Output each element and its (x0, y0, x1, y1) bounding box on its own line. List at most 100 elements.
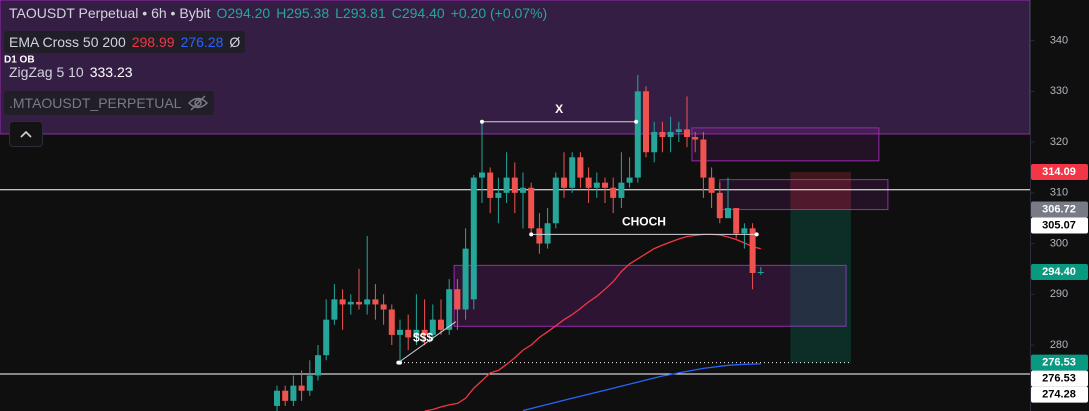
annotation-label: CHOCH (622, 215, 666, 229)
y-tick-label: 290 (1050, 288, 1068, 300)
annotation-point (396, 360, 401, 365)
candle-body (446, 289, 453, 330)
candle-body (511, 177, 518, 193)
y-tick-label: 310 (1050, 187, 1068, 199)
annotation-point (754, 232, 759, 237)
price-label: 306.72 (1042, 203, 1076, 215)
annotation-label: X (555, 102, 563, 116)
annotation-point (529, 232, 534, 237)
candle-body (675, 129, 682, 132)
annotation-line (398, 321, 457, 364)
candle-body (479, 172, 485, 178)
candle-body (470, 177, 477, 300)
price-label-bg (1031, 217, 1088, 234)
candle-body (552, 177, 559, 224)
candle-body (397, 329, 403, 335)
y-tick-label: 330 (1050, 85, 1068, 97)
candle-body (413, 329, 420, 338)
indicator-extra: Ø (229, 34, 241, 50)
candle-body (298, 385, 305, 391)
y-tick-label: 340 (1050, 34, 1068, 46)
zone (790, 172, 851, 210)
candle-body (757, 271, 764, 273)
price-label: 276.53 (1042, 373, 1076, 385)
indicator-legend[interactable]: .MTAOUSDT_PERPETUAL (4, 91, 215, 115)
candle-body (380, 304, 387, 310)
candle-body (315, 355, 321, 376)
candle-body (626, 177, 633, 183)
candle-body (405, 329, 412, 338)
price-label: 274.28 (1042, 389, 1076, 401)
candle-body (421, 329, 428, 335)
candle-body (610, 187, 617, 198)
candle-body (306, 375, 313, 391)
indicator-value: 276.28 (180, 34, 224, 50)
candle-body (503, 177, 510, 193)
candle-body (716, 192, 723, 219)
indicator-name: ZigZag 5 10 (9, 64, 84, 80)
price-label: 305.07 (1042, 219, 1076, 231)
candle-body (602, 182, 608, 188)
candle-body (643, 91, 649, 153)
indicator-value: 298.99 (131, 34, 175, 50)
price-label-bg (1031, 201, 1088, 218)
ohlc-high: H295.38 (276, 5, 330, 21)
y-tick-label: 300 (1050, 237, 1068, 249)
candle-body (274, 390, 280, 406)
candle-body (520, 187, 526, 193)
zone (453, 264, 847, 327)
indicator-legend[interactable]: EMA Cross 50 200 298.99 276.28 Ø (4, 31, 246, 53)
candle-body (331, 299, 338, 320)
zone (691, 127, 880, 162)
symbol-legend: TAOUSDT Perpetual • 6h • Bybit O294.20 H… (4, 2, 552, 24)
zone-label: D1 OB (4, 55, 35, 66)
ohlc-open: O294.20 (216, 5, 271, 21)
candle-body (364, 299, 371, 305)
indicator-value: 333.23 (89, 64, 133, 80)
collapse-button[interactable] (9, 121, 43, 147)
candle-body (323, 319, 330, 356)
ohlc: O294.20 H295.38 L293.81 C294.40 +0.20 (+… (216, 5, 547, 21)
candle-body (708, 177, 715, 193)
zone (790, 209, 851, 363)
price-label: 276.53 (1042, 357, 1076, 369)
price-label-bg (1031, 263, 1088, 280)
annotation-point (480, 119, 484, 124)
candle-body (692, 137, 699, 140)
candle-body (356, 301, 362, 305)
annotation-label: $$$ (413, 330, 433, 344)
candle-body (634, 91, 641, 178)
ohlc-low: L293.81 (335, 5, 386, 21)
candle-body (733, 208, 740, 234)
price-label-bg (1031, 164, 1088, 181)
hidden-icon[interactable] (187, 94, 209, 112)
candle-body (536, 228, 543, 244)
y-tick-label: 320 (1050, 136, 1068, 148)
price-label-bg (1031, 370, 1088, 387)
candle-body (577, 157, 584, 178)
annotation-point (634, 119, 639, 124)
candle-body (282, 390, 289, 401)
indicator-legend[interactable]: ZigZag 5 10 333.23 (4, 61, 138, 83)
candle-body (651, 131, 658, 153)
candle-body (684, 129, 690, 137)
price-label-bg (1031, 386, 1088, 403)
candle-body (569, 157, 576, 188)
candle-body (741, 228, 748, 234)
indicator-name: EMA Cross 50 200 (9, 34, 126, 50)
candle-body (372, 299, 379, 305)
candle-body (561, 177, 567, 188)
candle-body (495, 192, 502, 198)
candle-body (487, 172, 494, 198)
candle-body (544, 223, 551, 244)
candle-body (388, 309, 395, 335)
ema-line (522, 363, 761, 411)
price-label: 314.09 (1042, 166, 1076, 178)
candle-body (290, 385, 297, 401)
price-label-bg (1031, 354, 1088, 371)
candle-body (659, 131, 666, 137)
candle-body (454, 289, 461, 310)
candle-body (618, 182, 625, 198)
